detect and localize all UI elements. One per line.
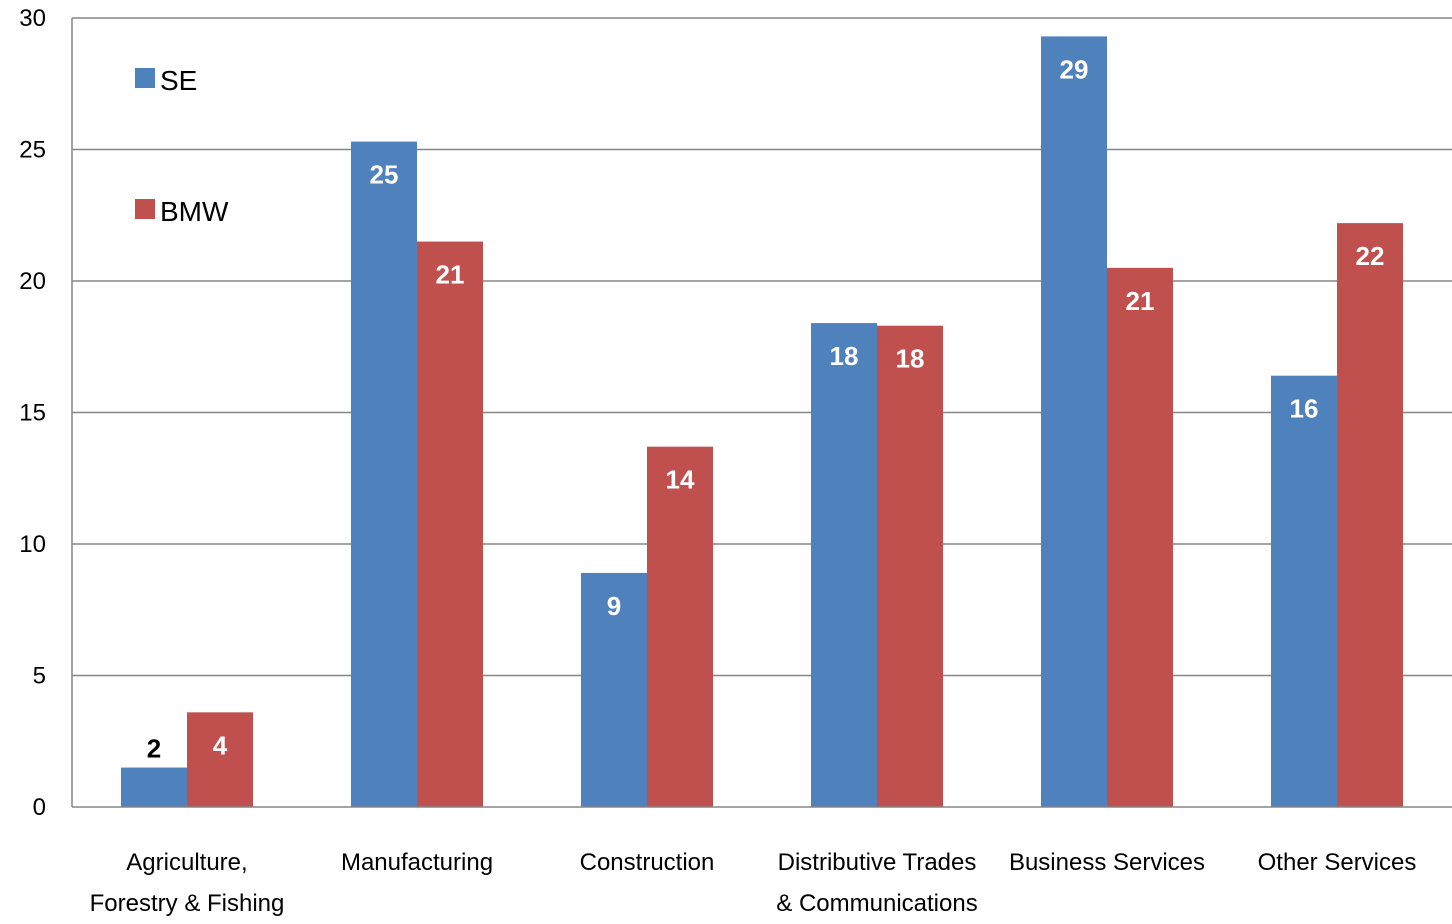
data-label: 18 xyxy=(830,341,859,371)
data-label: 2 xyxy=(147,734,161,764)
axes: 0 5 10 15 20 25 30 Agriculture, Forestry & Fishi… xyxy=(19,5,1452,917)
bar-se-0 xyxy=(121,767,187,807)
bars xyxy=(121,36,1403,808)
data-label: 29 xyxy=(1060,54,1089,84)
data-label: 16 xyxy=(1290,394,1319,424)
y-tick-label: 20 xyxy=(19,268,46,295)
y-tick-label: 5 xyxy=(33,663,46,690)
legend-label-se: SE xyxy=(160,65,197,96)
data-label: 4 xyxy=(213,730,228,760)
data-label: 21 xyxy=(1126,286,1155,316)
y-tick-label: 15 xyxy=(19,400,46,427)
bar-se-2 xyxy=(581,572,647,807)
bar-se-4 xyxy=(1041,36,1107,808)
legend-swatch-se xyxy=(135,68,155,88)
x-tick-label: Distributive Trades xyxy=(778,849,977,876)
bar-bmw-1 xyxy=(417,241,483,808)
x-tick-label: Business Services xyxy=(1009,849,1205,876)
bar-se-1 xyxy=(351,141,417,808)
data-labels: 2 4 25 21 9 14 18 18 29 21 16 22 xyxy=(147,54,1385,763)
legend-swatch-bmw xyxy=(135,199,155,219)
bar-bmw-0 xyxy=(187,712,253,807)
bar-bmw-5 xyxy=(1337,223,1403,807)
y-tick-label: 25 xyxy=(19,137,46,164)
legend: SE BMW xyxy=(135,65,229,227)
x-tick-label: Agriculture, xyxy=(126,849,247,876)
bar-se-5 xyxy=(1271,375,1337,807)
data-label: 9 xyxy=(607,591,621,621)
data-label: 18 xyxy=(896,344,925,374)
y-tick-label: 30 xyxy=(19,5,46,32)
bar-bmw-2 xyxy=(647,446,713,807)
data-label: 21 xyxy=(436,260,465,290)
data-label: 14 xyxy=(666,465,695,495)
x-tick-label: Manufacturing xyxy=(341,849,493,876)
legend-label-bmw: BMW xyxy=(160,196,229,227)
bar-se-3 xyxy=(811,323,877,807)
data-label: 25 xyxy=(370,160,399,190)
x-tick-label: Construction xyxy=(580,849,715,876)
y-tick-label: 0 xyxy=(33,794,46,821)
bar-bmw-3 xyxy=(877,325,943,807)
gridlines xyxy=(72,17,1452,677)
data-label: 22 xyxy=(1356,241,1385,271)
x-tick-label: Forestry & Fishing xyxy=(90,890,285,917)
x-tick-label: & Communications xyxy=(776,890,977,917)
x-tick-label: Other Services xyxy=(1258,849,1417,876)
bar-bmw-4 xyxy=(1107,267,1173,808)
y-tick-label: 10 xyxy=(19,531,46,558)
